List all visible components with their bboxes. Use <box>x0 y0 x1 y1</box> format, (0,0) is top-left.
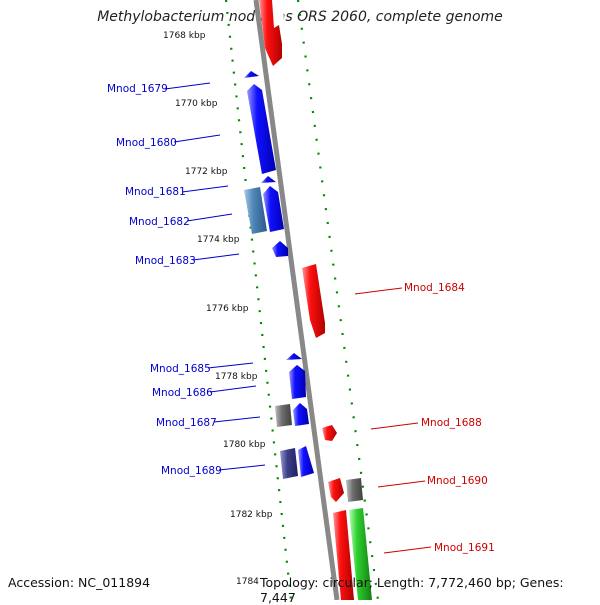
genome-backbone <box>253 0 340 600</box>
kbp-tick-1778: 1778 kbp <box>215 372 258 382</box>
gene-label-mnod-1679: Mnod_1679 <box>107 83 168 95</box>
kbp-tick-1776: 1776 kbp <box>206 304 249 314</box>
kbp-tick-1784: 1784 <box>236 577 259 587</box>
gene-label-mnod-1685: Mnod_1685 <box>150 363 211 375</box>
gene-arrow-mnod-1683 <box>272 241 288 257</box>
kbp-tick-labels: 1768 kbp 1770 kbp 1772 kbp 1774 kbp 1776… <box>163 31 273 587</box>
gene-arrow-mnod-1679 <box>244 71 259 78</box>
gene-arrow-white <box>272 0 284 28</box>
kbp-tick-1782: 1782 kbp <box>230 510 273 520</box>
forward-gene-labels: Mnod_1679 Mnod_1680 Mnod_1681 Mnod_1682 … <box>107 82 266 477</box>
gene-label-mnod-1680: Mnod_1680 <box>116 137 177 149</box>
gene-arrow-mnod-1686 <box>289 365 306 399</box>
gene-arrow-mnod-1682 <box>244 187 267 234</box>
gene-arrow-mnod-1680 <box>247 84 276 174</box>
kbp-tick-1770: 1770 kbp <box>175 99 218 109</box>
gene-label-mnod-1684: Mnod_1684 <box>404 282 465 294</box>
gene-arrow-mnod-1690 <box>328 478 344 502</box>
reverse-gene-labels: Mnod_1684 Mnod_1688 Mnod_1690 Mnod_1691 <box>354 282 495 554</box>
topology-text: Topology: circular; Length: 7,772,460 bp… <box>260 575 564 605</box>
gene-label-mnod-1686: Mnod_1686 <box>152 387 213 399</box>
gene-arrow <box>263 186 284 232</box>
gene-label-mnod-1681: Mnod_1681 <box>125 186 186 198</box>
gene-arrow <box>293 403 309 426</box>
gene-arrow-mnod-1689 <box>280 448 298 479</box>
gene-label-mnod-1687: Mnod_1687 <box>156 417 217 429</box>
map-title: Methylobacterium nodulans ORS 2060, comp… <box>97 9 503 25</box>
inner-dotted-track <box>224 0 293 600</box>
gene-label-mnod-1689: Mnod_1689 <box>161 465 222 477</box>
outer-dotted-track <box>296 0 380 600</box>
kbp-tick-1774: 1774 kbp <box>197 235 240 245</box>
gene-arrow-mnod-1688 <box>322 425 337 441</box>
gene-label-mnod-1682: Mnod_1682 <box>129 216 190 228</box>
gene-arrow <box>298 446 314 477</box>
forward-gene-arrows <box>244 0 314 479</box>
gene-arrow-mnod-1691 <box>333 510 354 600</box>
gene-label-mnod-1683: Mnod_1683 <box>135 255 196 267</box>
gene-arrow-mnod-1684 <box>302 264 325 338</box>
reverse-gene-arrows <box>259 0 372 600</box>
kbp-tick-1772: 1772 kbp <box>185 167 228 177</box>
gene-arrow <box>346 478 363 502</box>
gene-arrow-mnod-1681 <box>261 176 276 183</box>
accession-text: Accession: NC_011894 <box>8 575 151 590</box>
kbp-tick-1768: 1768 kbp <box>163 31 206 41</box>
gene-label-mnod-1690: Mnod_1690 <box>427 475 488 487</box>
gene-arrow-mnod-1687 <box>275 404 292 427</box>
gene-label-mnod-1688: Mnod_1688 <box>421 417 482 429</box>
kbp-tick-1780: 1780 kbp <box>223 440 266 450</box>
gene-arrow <box>349 508 372 600</box>
gene-arrow-mnod-1685 <box>286 353 302 360</box>
gene-label-mnod-1691: Mnod_1691 <box>434 542 495 554</box>
